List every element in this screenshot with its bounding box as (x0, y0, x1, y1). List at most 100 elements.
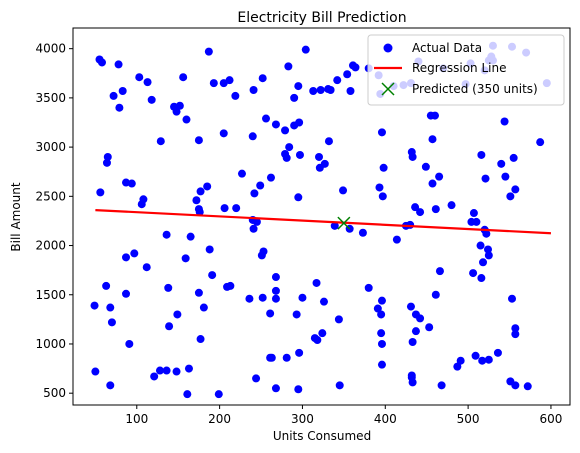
x-tick-label: 100 (125, 412, 148, 426)
data-point (346, 86, 355, 95)
data-point (377, 329, 386, 338)
data-point (150, 372, 159, 381)
prediction-layer (337, 216, 351, 230)
data-point (142, 263, 151, 272)
data-point (204, 47, 213, 56)
data-point (252, 217, 261, 226)
data-point (312, 278, 321, 287)
data-point (511, 185, 520, 194)
data-point (226, 281, 235, 290)
data-point (481, 174, 490, 183)
data-point (421, 162, 430, 171)
data-point (271, 273, 280, 282)
y-tick-label: 2500 (35, 189, 66, 203)
data-point (500, 117, 509, 126)
y-tick-label: 1500 (35, 288, 66, 302)
y-axis-label: Bill Amount (9, 182, 23, 252)
data-point (351, 63, 360, 72)
plot-frame (72, 27, 571, 406)
data-point (225, 76, 234, 85)
axes-layer: 100 200 300 400 500 600 500 1000 1500 2000 2500 300… (35, 27, 571, 426)
data-point (493, 348, 502, 357)
data-point (358, 228, 367, 237)
data-point (484, 355, 493, 364)
x-tick-label: 200 (208, 412, 231, 426)
data-point (106, 381, 115, 390)
data-point (437, 381, 446, 390)
data-point (364, 283, 373, 292)
data-point (472, 217, 481, 226)
data-point (326, 86, 335, 95)
data-point (91, 367, 100, 376)
data-point (183, 390, 192, 399)
data-point (456, 356, 465, 365)
data-point (250, 189, 259, 198)
data-point (271, 286, 280, 295)
chart-title: Electricity Bill Prediction (237, 10, 406, 26)
data-point (245, 294, 254, 303)
data-point (135, 73, 144, 82)
data-point (205, 245, 214, 254)
data-point (97, 58, 106, 67)
data-point (162, 366, 171, 375)
data-point (262, 114, 271, 123)
data-point (122, 289, 131, 298)
data-point (182, 115, 191, 124)
data-point (471, 351, 480, 360)
data-point (316, 86, 325, 95)
data-point (162, 230, 171, 239)
data-point (282, 353, 291, 362)
data-point (294, 193, 303, 202)
data-point (208, 271, 217, 280)
regression-layer (95, 209, 552, 235)
data-point (411, 327, 420, 336)
data-point (172, 367, 181, 376)
data-point (147, 95, 156, 104)
data-point (506, 192, 515, 201)
data-point (184, 364, 193, 373)
data-point (430, 111, 439, 120)
data-point (102, 158, 111, 167)
data-point (309, 86, 318, 95)
data-point (335, 381, 344, 390)
data-point (453, 362, 462, 371)
data-point (477, 150, 486, 159)
data-point (469, 269, 478, 278)
data-point (377, 296, 386, 305)
legend: Actual Data Regression Line Predicted (350… (367, 34, 565, 106)
data-point (378, 192, 387, 201)
legend-regression-label: Regression Line (412, 61, 506, 75)
data-point (118, 86, 127, 95)
data-point (298, 293, 307, 302)
data-point (339, 186, 348, 195)
data-point (248, 132, 257, 141)
y-tick-label: 500 (43, 386, 66, 400)
data-point (294, 385, 303, 394)
data-point (295, 348, 304, 357)
data-point (109, 91, 118, 100)
data-point (315, 163, 324, 172)
data-point (536, 138, 545, 147)
data-point (164, 283, 173, 292)
data-point (295, 118, 304, 127)
data-point (392, 235, 401, 244)
data-point (285, 143, 294, 152)
data-point (425, 323, 434, 332)
data-point (447, 201, 456, 210)
data-point (194, 136, 203, 145)
data-point (231, 91, 240, 100)
data-point (232, 204, 241, 213)
data-point (252, 374, 261, 383)
data-point (509, 153, 518, 162)
x-tick-label: 400 (374, 412, 397, 426)
data-point (256, 181, 265, 190)
data-point (173, 310, 182, 319)
data-point (435, 267, 444, 276)
data-point (219, 129, 228, 138)
data-point (90, 301, 99, 310)
data-point (249, 86, 258, 95)
data-point (155, 366, 164, 375)
legend-predicted-marker (381, 82, 395, 96)
legend-box (367, 34, 565, 106)
